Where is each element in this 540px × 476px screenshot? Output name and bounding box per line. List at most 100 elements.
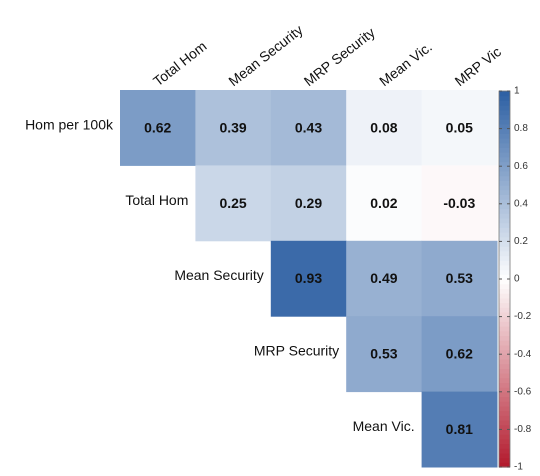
cell [346,165,423,242]
colorbar-step [499,133,510,139]
cell [270,90,347,166]
column-label: Mean Security [225,22,305,90]
cell [270,240,347,317]
colorbar-step [499,316,510,322]
colorbar-step [499,185,510,191]
cell [195,90,272,166]
colorbar-step [499,429,510,435]
cell [421,90,498,166]
colorbar-step [499,189,510,195]
colorbar-step [499,222,510,228]
column-label: MRP Vic [452,43,504,89]
colorbar-step [499,236,510,242]
colorbar-step [499,330,510,336]
column-label: MRP Security [301,24,378,89]
colorbar-step [499,156,510,163]
colorbar-step [499,358,510,365]
colorbar-step [499,382,510,388]
cell-label: 0.08 [370,119,397,135]
cell [421,391,498,468]
cell [346,240,423,317]
colorbar-tick-label: 0.8 [514,123,528,134]
colorbar-step [499,335,510,341]
cell-label: 0.02 [370,195,397,211]
cell-label: 0.25 [219,195,246,211]
colorbar-step [499,217,510,224]
colorbar-step [499,170,510,177]
cell-label: 0.53 [370,346,397,362]
colorbar-step [499,203,510,210]
colorbar-step [499,401,510,407]
colorbar-step [499,138,510,144]
colorbar-step [499,264,510,271]
cell [346,316,423,393]
colorbar-step [499,147,510,153]
colorbar-step [499,180,510,186]
colorbar-tick-label: 0.4 [514,198,528,209]
row-label: Total Hom [125,192,188,208]
colorbar-step [499,443,510,449]
row-label: Mean Vic. [353,418,415,434]
colorbar-step [499,462,510,468]
colorbar-tick-label: 0.6 [514,161,528,172]
cell [195,165,272,242]
cell-label: -0.03 [443,195,475,211]
colorbar-step [499,100,510,106]
colorbar-step [499,95,510,101]
colorbar-step [499,363,510,369]
colorbar-step [499,274,510,280]
colorbar-step [499,307,510,313]
colorbar-step [499,105,510,111]
colorbar-tick-label: -1 [514,462,523,473]
colorbar-step [499,194,510,200]
colorbar-step [499,321,510,327]
colorbar-step [499,405,510,412]
colorbar-step [499,438,510,445]
colorbar-step [499,354,510,360]
colorbar-step [499,199,510,205]
colorbar-step [499,142,510,148]
cell [270,165,347,242]
colorbar-step [499,387,510,393]
cell-label: 0.05 [446,119,473,135]
colorbar-step [499,311,510,318]
cell [346,90,423,166]
colorbar-step [499,391,510,398]
colorbar-tick-label: 0.2 [514,236,528,247]
colorbar-step [499,293,510,299]
cell-label: 0.53 [446,270,473,286]
cell [421,316,498,393]
colorbar-step [499,166,510,172]
cell-label: 0.43 [295,119,322,135]
row-label: MRP Security [254,343,339,359]
colorbar-step [499,396,510,402]
colorbar-step [499,349,510,355]
cell-label: 0.62 [446,346,473,362]
colorbar-step [499,373,510,379]
colorbar-step [499,410,510,416]
colorbar-step [499,269,510,275]
colorbar-step [499,208,510,214]
colorbar-tick-label: -0.8 [514,424,532,435]
column-label: Mean Vic. [376,39,435,90]
cell-label: 0.81 [446,421,473,437]
colorbar-step [499,175,510,181]
colorbar-step [499,232,510,238]
colorbar-step [499,227,510,233]
colorbar-step [499,434,510,440]
colorbar-step [499,283,510,289]
colorbar-step [499,213,510,219]
colorbar-step [499,128,510,134]
cell [120,90,196,166]
cell [421,165,498,242]
row-label: Hom per 100k [25,116,114,132]
colorbar-step [499,260,510,266]
colorbar-tick-label: -0.2 [514,311,532,322]
colorbar-step [499,246,510,252]
cell-label: 0.93 [295,270,322,286]
colorbar-step [499,377,510,383]
cell-label: 0.62 [144,119,171,135]
colorbar-tick-label: 1 [514,86,520,97]
cell-label: 0.49 [370,270,397,286]
